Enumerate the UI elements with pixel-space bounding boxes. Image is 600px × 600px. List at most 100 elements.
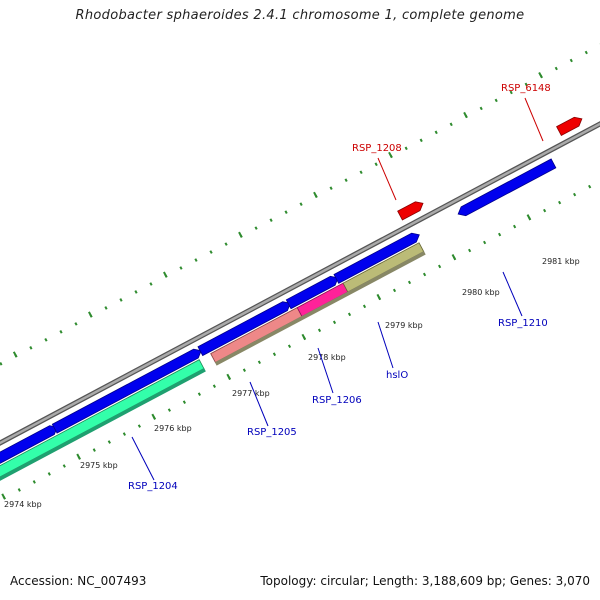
leader-line-hslO — [377, 321, 394, 369]
tick-mark — [179, 266, 183, 270]
leader-line-RSP_1210 — [502, 271, 523, 317]
tick-mark — [74, 322, 78, 326]
tick-mark — [299, 202, 303, 206]
tick-mark — [284, 210, 288, 214]
gene-label-RSP_1210: RSP_1210 — [498, 318, 548, 329]
tick-mark — [347, 312, 352, 317]
tick-mark — [242, 368, 246, 372]
tick-mark — [212, 384, 216, 388]
tick-mark — [569, 58, 573, 63]
region-shadow-b — [214, 251, 426, 366]
gene-bar-RSP_1204b-cds — [51, 348, 202, 434]
kbp-label: 2975 kbp — [80, 461, 118, 470]
gene-bar-hslO-cds — [333, 232, 420, 284]
gene-bar-RSP_1208 — [397, 201, 424, 221]
tick-mark — [392, 288, 397, 293]
tick-mark — [134, 290, 138, 294]
tick-mark — [257, 360, 261, 365]
tick-mark — [194, 258, 198, 262]
tick-mark — [376, 293, 382, 301]
inner-tick-row — [2, 184, 592, 500]
gene-label-RSP_1208: RSP_1208 — [352, 143, 402, 154]
gene-bar-RSP_1205-cds — [197, 301, 291, 357]
tick-mark — [509, 90, 513, 95]
tick-mark — [269, 218, 273, 222]
leader-line-RSP_1206 — [317, 347, 334, 394]
kbp-label: 2981 kbp — [542, 257, 580, 266]
leader-line-RSP_6148 — [524, 97, 544, 142]
tick-mark — [313, 191, 318, 198]
tick-mark — [254, 226, 258, 230]
tick-mark — [543, 208, 547, 213]
tick-mark — [122, 432, 126, 436]
tick-mark — [12, 351, 18, 358]
tick-mark — [419, 138, 423, 143]
tick-mark — [449, 122, 453, 127]
tick-mark — [329, 186, 333, 190]
map-title: Rhodobacter sphaeroides 2.4.1 chromosome… — [75, 8, 525, 23]
tick-mark — [451, 254, 457, 261]
tick-mark — [584, 50, 588, 55]
tick-mark — [573, 192, 577, 197]
tick-mark — [434, 130, 438, 135]
tick-mark — [209, 250, 213, 254]
tick-mark — [287, 344, 292, 349]
tick-mark — [137, 424, 141, 428]
gene-label-hslO: hslO — [386, 370, 408, 381]
tick-mark — [59, 330, 63, 334]
tick-mark — [524, 82, 528, 87]
tick-mark — [238, 231, 243, 238]
kbp-label: 2978 kbp — [308, 353, 346, 362]
tick-mark — [404, 146, 408, 151]
tick-mark — [224, 242, 228, 246]
tick-mark — [479, 106, 483, 111]
kbp-label: 2976 kbp — [154, 424, 192, 433]
tick-mark — [104, 306, 108, 310]
tick-mark — [344, 178, 348, 182]
tick-mark — [317, 328, 322, 333]
gene-label-RSP_6148: RSP_6148 — [501, 83, 551, 94]
tick-mark — [388, 151, 393, 159]
kbp-label: 2980 kbp — [462, 288, 500, 297]
gene-bar-RSP_6148 — [556, 116, 583, 136]
gene-label-RSP_1204: RSP_1204 — [128, 481, 178, 492]
outer-major-ticks — [12, 72, 543, 358]
gene-label-RSP_1206: RSP_1206 — [312, 395, 362, 406]
leader-line-RSP_1204 — [131, 436, 155, 481]
accession-text: Accession: NC_007493 — [10, 574, 147, 588]
tick-mark — [32, 480, 36, 484]
tick-mark — [17, 488, 21, 492]
tick-mark — [422, 272, 427, 277]
gene-bar-RSP_1210-cds — [457, 158, 557, 217]
tick-mark — [0, 362, 3, 366]
tick-mark — [407, 280, 412, 285]
tick-mark — [301, 333, 307, 341]
tick-mark — [538, 72, 543, 79]
tick-mark — [197, 392, 201, 396]
tick-mark — [119, 298, 123, 302]
tick-mark — [374, 162, 378, 167]
tick-mark — [483, 240, 487, 245]
tick-mark — [62, 464, 66, 468]
tick-mark — [494, 98, 498, 103]
tick-mark — [558, 200, 562, 205]
kbp-label: 2979 kbp — [385, 321, 423, 330]
tick-mark — [226, 373, 231, 380]
tick-mark — [463, 111, 468, 119]
tick-mark — [44, 338, 48, 342]
kbp-label: 2977 kbp — [232, 389, 270, 398]
tick-mark — [359, 170, 363, 175]
gene-bar-RSP_1206-cds — [285, 275, 339, 310]
kbp-label: 2974 kbp — [4, 500, 42, 509]
leader-line-RSP_1208 — [377, 157, 397, 201]
tick-mark — [163, 271, 168, 278]
tick-mark — [468, 248, 472, 253]
tick-mark — [438, 264, 442, 269]
tick-mark — [526, 214, 532, 221]
tick-mark — [29, 346, 33, 350]
tick-mark — [498, 232, 502, 237]
tick-mark — [182, 400, 186, 404]
tick-mark — [272, 352, 277, 357]
tick-mark — [513, 224, 517, 229]
